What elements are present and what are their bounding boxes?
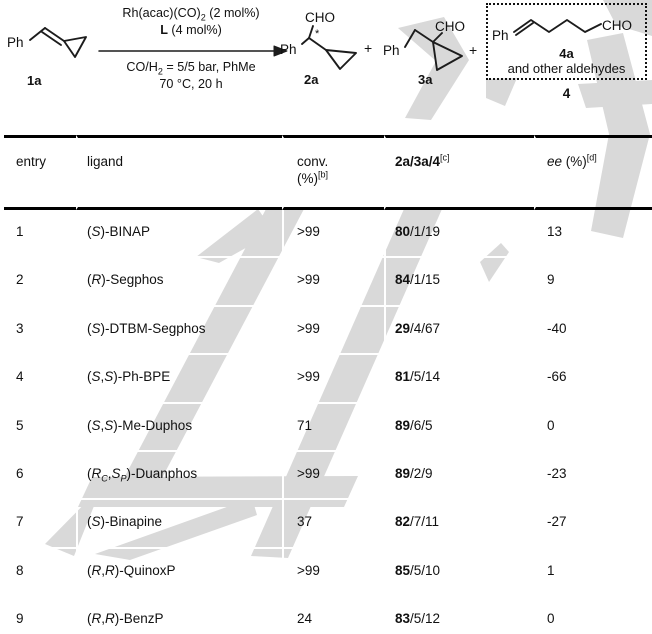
cell-entry: 4 xyxy=(4,355,76,404)
compound-label-2a: 2a xyxy=(304,72,319,87)
cell-ratio: 29/4/67 xyxy=(384,306,534,356)
cell-conversion: >99 xyxy=(282,451,384,501)
cell-ratio: 80/1/19 xyxy=(384,210,534,259)
plus-sign: + xyxy=(364,40,373,56)
cell-ratio: 85/5/10 xyxy=(384,548,534,598)
cell-conversion: >99 xyxy=(282,258,384,307)
column-header-ligand: ligand xyxy=(76,135,282,210)
cell-entry: 9 xyxy=(4,597,76,634)
cell-entry: 5 xyxy=(4,404,76,452)
cell-ligand: (R,R)-BenzP xyxy=(76,597,282,634)
cell-ligand: (S)-BINAP xyxy=(76,210,282,259)
cell-entry: 6 xyxy=(4,452,76,501)
cell-entry: 3 xyxy=(4,307,76,356)
cell-ee: 0 xyxy=(534,403,652,452)
table-header-row: entry ligand conv. (%)[b] 2a/3a/4[c] ee (%)[d… xyxy=(4,135,652,210)
ph-label: Ph xyxy=(492,28,509,43)
cell-ligand: (S)-DTBM-Segphos xyxy=(76,306,282,356)
cell-conversion: 71 xyxy=(282,403,384,452)
molecule-4a-structure: Ph CHO xyxy=(492,18,632,43)
column-header-conv: conv. (%)[b] xyxy=(282,135,384,210)
stereocenter-asterisk: * xyxy=(315,28,320,40)
column-header-ee: ee (%)[d] xyxy=(534,135,652,210)
cell-ee: 13 xyxy=(534,210,652,259)
other-aldehydes-box: Ph CHO 4a and other aldehydes xyxy=(486,3,647,80)
cell-ratio: 89/2/9 xyxy=(384,451,534,501)
table-row: 5 (S,S)-Me-Duphos 71 89/6/5 0 xyxy=(4,403,652,452)
cell-ee: -23 xyxy=(534,451,652,501)
cell-ligand: (S,S)-Ph-BPE xyxy=(76,355,282,404)
cell-ligand: (RC,SP)-Duanphos xyxy=(76,451,282,501)
cell-ee: 9 xyxy=(534,258,652,307)
table-row: 9 (R,R)-BenzP 24 83/5/12 0 xyxy=(4,597,649,634)
cell-conversion: >99 xyxy=(282,548,384,598)
cyclopropane-ring xyxy=(325,49,357,70)
table-row: 1 (S)-BINAP >99 80/1/19 13 xyxy=(4,210,652,259)
molecule-3a-structure: Ph CHO 3a xyxy=(383,19,465,87)
cho-label: CHO xyxy=(602,18,632,33)
table-row: 6 (RC,SP)-Duanphos >99 89/2/9 -23 xyxy=(4,451,652,501)
other-aldehydes-note: and other aldehydes xyxy=(507,61,626,76)
table-row: 4 (S,S)-Ph-BPE >99 81/5/14 -66 xyxy=(4,355,652,404)
cell-entry: 8 xyxy=(4,549,76,598)
cell-ratio: 89/6/5 xyxy=(384,403,534,452)
conditions-above-2: L (4 mol%) xyxy=(160,23,222,37)
conditions-below-1: CO/H2 = 5/5 bar, PhMe xyxy=(126,60,256,77)
table-row: 7 (S)-Binapine 37 82/7/11 -27 xyxy=(4,500,652,549)
conditions-below-2: 70 °C, 20 h xyxy=(159,77,223,91)
table-row: 8 (R,R)-QuinoxP >99 85/5/10 1 xyxy=(4,548,652,598)
cell-ligand: (S,S)-Me-Duphos xyxy=(76,403,282,452)
cell-ee: 0 xyxy=(534,597,652,634)
column-header-ratio: 2a/3a/4[c] xyxy=(384,135,534,210)
cell-entry: 1 xyxy=(4,210,76,259)
cell-ee: 1 xyxy=(534,548,652,598)
molecule-1a-structure: Ph 1a xyxy=(7,27,87,88)
compound-label-3a: 3a xyxy=(418,72,433,87)
cell-ratio: 82/7/11 xyxy=(384,500,534,549)
cho-label: CHO xyxy=(435,19,465,34)
cell-conversion: >99 xyxy=(282,355,384,404)
cell-entry: 7 xyxy=(4,500,76,549)
cell-conversion: 37 xyxy=(282,500,384,549)
cell-ee: -66 xyxy=(534,355,652,404)
conditions-above-1: Rh(acac)(CO)2 (2 mol%) xyxy=(122,6,260,23)
cell-conversion: >99 xyxy=(282,306,384,356)
cell-ligand: (S)-Binapine xyxy=(76,500,282,549)
compound-label-1a: 1a xyxy=(27,73,42,88)
cell-ratio: 83/5/12 xyxy=(384,597,534,634)
compound-label-4: 4 xyxy=(562,86,571,101)
cell-ratio: 81/5/14 xyxy=(384,355,534,404)
table-row: 2 (R)-Segphos >99 84/1/15 9 xyxy=(4,258,652,307)
cell-entry: 2 xyxy=(4,258,76,307)
molecule-2a-structure: CHO * Ph 2a xyxy=(280,10,357,87)
cho-label: CHO xyxy=(305,10,335,25)
ligand-screening-table: entry ligand conv. (%)[b] 2a/3a/4[c] ee (%)[d… xyxy=(4,135,652,634)
cyclopropane-ring xyxy=(432,41,463,71)
cell-ee: -40 xyxy=(534,306,652,356)
cell-conversion: >99 xyxy=(282,210,384,259)
column-header-entry: entry xyxy=(4,135,76,210)
reaction-arrow xyxy=(98,45,288,57)
table-body: 1 (S)-BINAP >99 80/1/19 13 2 (R)-Segphos >99 84/… xyxy=(4,210,652,634)
plus-sign: + xyxy=(469,42,478,58)
cell-conversion: 24 xyxy=(282,597,384,634)
cell-ratio: 84/1/15 xyxy=(384,258,534,307)
compound-label-4a: 4a xyxy=(559,46,574,61)
cell-ligand: (R)-Segphos xyxy=(76,258,282,307)
cyclopropane-ring xyxy=(63,36,87,58)
table-row: 3 (S)-DTBM-Segphos >99 29/4/67 -40 xyxy=(4,306,652,356)
ph-label: Ph xyxy=(7,35,24,50)
ph-label: Ph xyxy=(383,43,400,58)
ph-label: Ph xyxy=(280,42,297,57)
cell-ee: -27 xyxy=(534,500,652,549)
cell-ligand: (R,R)-QuinoxP xyxy=(76,548,282,598)
